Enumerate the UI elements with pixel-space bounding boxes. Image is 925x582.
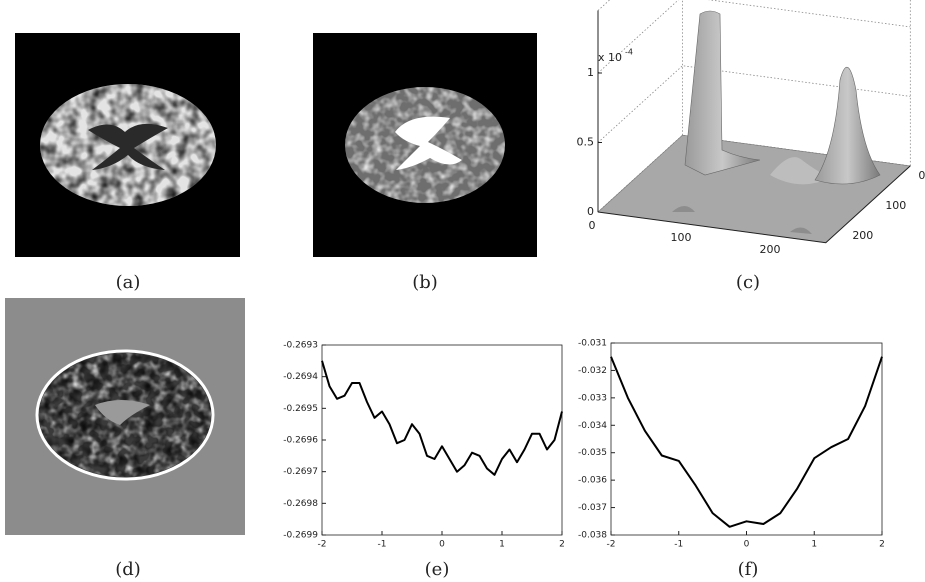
x-tick-label: 0 [744,540,750,550]
figure: 00.5101002000100200x 10-4 -0.2693-0.2694… [0,0,925,582]
x-tick-label: 0 [439,540,445,550]
y-tick-label: -0.2694 [283,372,318,382]
caption: (f) [738,559,759,580]
y-tick-label: -0.2696 [283,436,318,446]
y-tick-label: -0.2695 [283,404,318,414]
caption: (e) [425,559,450,580]
plot-frame [322,345,562,535]
caption: (a) [116,272,141,293]
x-tick-label: 200 [760,243,781,256]
line-plots: -0.2693 -0.2694 -0.2695 -0.2696 -0.2697 -0.26… [283,339,885,550]
caption: (c) [736,272,760,293]
y-tick-label: -0.2698 [283,499,318,509]
x-tick-label: 0 [589,219,596,232]
y-tick-label: -0.035 [578,448,607,458]
y-tick-label: -0.2699 [283,531,318,541]
y-tick-label: -0.037 [578,503,607,513]
x-tick-label: -1 [674,540,683,550]
axis-box [598,0,910,11]
image-b [313,33,537,257]
x-tick-label: 2 [559,540,565,550]
y-tick-label: -0.2697 [283,467,318,477]
x-tick-label: -2 [318,540,327,550]
caption: (b) [412,272,438,293]
y-tick-label: 0 [918,169,925,182]
y-tick-label: -0.2693 [283,341,318,351]
exponent-base: x 10 [598,51,622,64]
y-tick-label: -0.034 [578,421,607,431]
y-tick-label: -0.036 [578,476,607,486]
y-tick-label: -0.031 [578,339,607,349]
exponent: -4 [625,48,633,57]
x-tick-label: -2 [607,540,616,550]
x-tick-label: -1 [378,540,387,550]
x-tick-label: 1 [811,540,817,550]
z-tick-label: 0 [587,205,594,218]
grid-line [598,0,910,73]
surface-peak [815,67,880,184]
image-d [5,298,245,535]
z-tick-label: 0.5 [577,136,595,149]
y-tick-label: -0.038 [578,531,607,541]
image-a [15,33,240,257]
x-tick-label: 2 [879,540,885,550]
x-tick-label: 100 [671,231,692,244]
y-tick-label: -0.032 [578,366,607,376]
y-tick-label: 200 [852,229,873,242]
x-tick-label: 1 [499,540,505,550]
caption: (d) [115,559,141,580]
y-tick-label: 100 [885,199,906,212]
z-tick-label: 1 [587,66,594,79]
grid-line [598,66,910,143]
y-tick-label: -0.033 [578,393,607,403]
surface-plot: 0 0.5 1 0 100 200 0 100 200 x 10-4 [577,0,925,256]
